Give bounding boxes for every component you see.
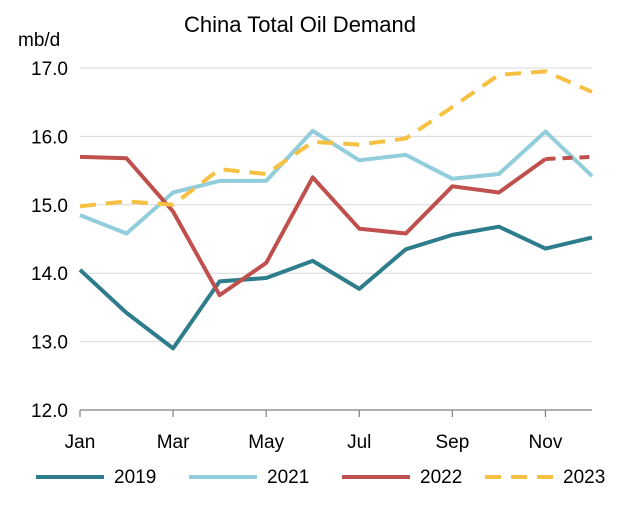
y-axis-unit: mb/d [18,30,60,51]
y-tick-label: 14.0 [31,264,68,285]
legend-label-2019: 2019 [114,467,156,488]
y-tick-label: 15.0 [31,196,68,217]
x-tick-label: Nov [529,432,563,453]
legend-label-2021: 2021 [267,467,309,488]
x-tick-label: May [248,432,284,453]
x-tick-label: Jan [65,432,96,453]
series-lines [78,69,594,351]
y-tick-label: 13.0 [31,333,68,354]
x-tick-label: Mar [157,432,190,453]
legend-label-2022: 2022 [420,467,462,488]
series-line-2019 [78,224,593,351]
legend: 2019 2021 2022 2023 [36,467,605,488]
y-axis-ticks: 12.0 13.0 14.0 15.0 16.0 17.0 [31,59,68,422]
y-tick-label: 16.0 [31,127,68,148]
y-tick-label: 12.0 [31,401,68,422]
x-axis: Jan Mar May Jul Sep Nov [65,409,592,453]
series-line-2022-projection [545,154,593,161]
series-line-2022 [79,154,547,298]
x-tick-label: Jul [347,432,371,453]
legend-label-2023: 2023 [563,467,605,488]
x-tick-label: Sep [435,432,469,453]
series-line-2023 [79,69,593,209]
series-line-2021 [79,128,594,236]
y-tick-label: 17.0 [31,59,68,80]
chart-title: China Total Oil Demand [184,12,416,37]
